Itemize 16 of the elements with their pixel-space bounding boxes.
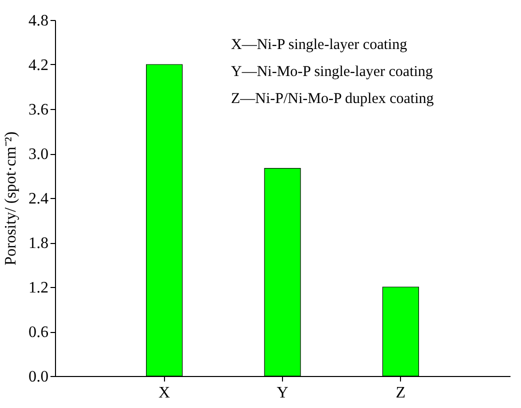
annotation: X—Ni-P single-layer coating xyxy=(231,37,408,53)
y-tick-label: 0.6 xyxy=(28,324,48,341)
x-tick-label: X xyxy=(158,384,171,402)
y-axis-title: Porosity/ (spot·cm⁻²) xyxy=(2,132,20,266)
y-tick-label: 3.0 xyxy=(28,146,48,163)
y-tick-label: 4.8 xyxy=(28,12,48,30)
y-tick-label: 1.8 xyxy=(28,235,48,252)
y-tick-label: 1.2 xyxy=(28,280,48,296)
annotation: Y—Ni-Mo-P single-layer coating xyxy=(231,64,434,80)
x-tick-label: Z xyxy=(396,384,406,402)
y-tick-label: 0.0 xyxy=(28,368,48,386)
x-tick-label: Y xyxy=(276,384,289,402)
y-tick-label: 4.2 xyxy=(28,57,48,74)
y-tick-label: 3.6 xyxy=(28,102,48,118)
annotation: Z—Ni-P/Ni-Mo-P duplex coating xyxy=(231,91,434,107)
y-tick-label: 2.4 xyxy=(28,190,48,208)
